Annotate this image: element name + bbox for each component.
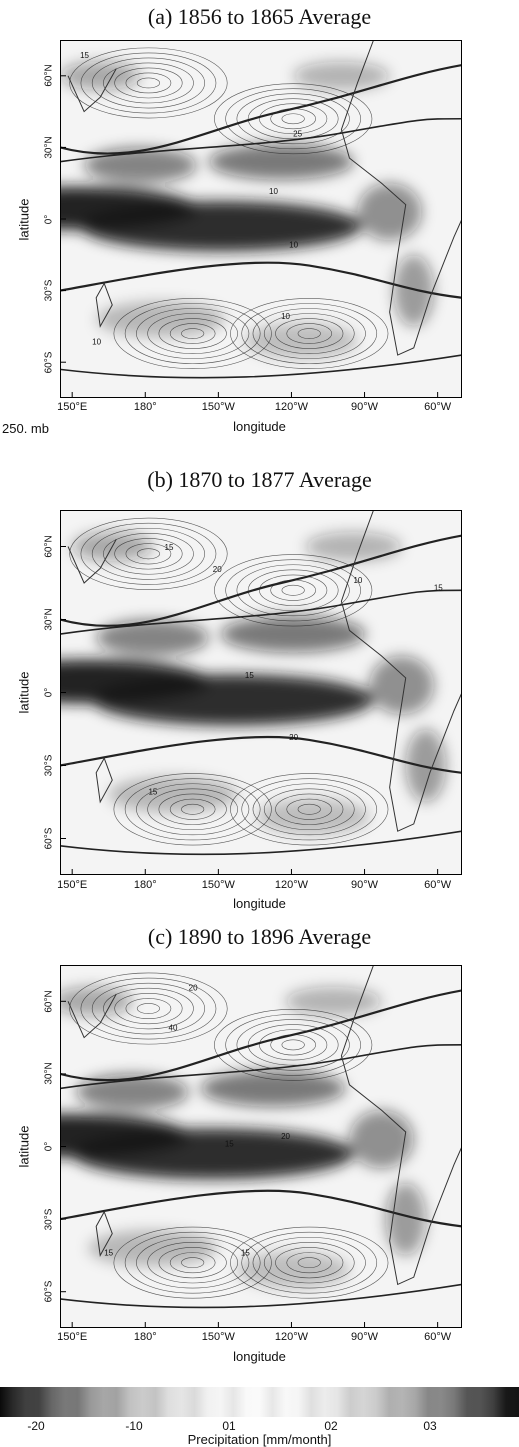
- x-tick-label: 180°: [133, 1331, 157, 1343]
- y-tick-label: 30°S: [43, 1208, 55, 1230]
- colorbar-tick-label: 02: [324, 1419, 338, 1433]
- panel-title: (b) 1870 to 1877 Average: [147, 467, 372, 492]
- contour-label: 20: [213, 565, 222, 574]
- y-tick-label: 0°: [43, 1141, 55, 1152]
- colorbar-tick-label: 03: [423, 1419, 437, 1433]
- y-tick-label: 0°: [43, 687, 55, 698]
- y-tick-label: 60°S: [43, 351, 55, 374]
- x-tick-label: 150°W: [201, 401, 235, 413]
- x-axis-label: longitude: [233, 419, 286, 434]
- contour-label: 15: [241, 1248, 250, 1257]
- y-tick-label: 60°N: [43, 64, 55, 87]
- coastlines: [67, 965, 462, 1286]
- contour-lines: [60, 47, 462, 379]
- contour-label: 15: [148, 788, 157, 797]
- contour-lines: [60, 517, 462, 856]
- contour-lines: [60, 972, 462, 1309]
- new-zealand-coastline: [95, 756, 113, 804]
- x-axis-label: longitude: [233, 896, 286, 911]
- asia-coastline: [67, 538, 117, 584]
- precipitation-map: 40 20 15 20 15 15: [60, 965, 462, 1328]
- contour-label: 15: [225, 1140, 234, 1149]
- x-tick-label: 150°W: [201, 879, 235, 891]
- coastlines: [67, 510, 462, 832]
- contour-label: 25: [293, 130, 302, 139]
- y-axis-label: latitude: [16, 1125, 32, 1168]
- x-tick-label: 150°E: [57, 401, 88, 413]
- y-tick-label: 60°S: [43, 1280, 55, 1303]
- contour-label: 10: [281, 312, 290, 321]
- contour-label: 10: [289, 241, 298, 250]
- coastlines: [67, 40, 462, 356]
- x-tick-label: 150°E: [57, 879, 88, 891]
- panel-title: (c) 1890 to 1896 Average: [147, 924, 372, 949]
- y-tick-label: 0°: [43, 214, 55, 224]
- y-tick-label: 60°N: [43, 535, 55, 558]
- new-zealand-coastline: [95, 282, 113, 328]
- x-axis-label: longitude: [233, 1349, 286, 1364]
- y-tick-label: 60°S: [43, 827, 55, 850]
- americas-coastline: [340, 510, 462, 832]
- americas-coastline: [340, 965, 462, 1286]
- asia-coastline: [67, 993, 117, 1039]
- x-tick-label: 60°W: [424, 879, 452, 891]
- x-tick-label: 90°W: [351, 401, 379, 413]
- x-tick-label: 150°W: [201, 1331, 235, 1343]
- contour-label: 10: [269, 187, 278, 196]
- x-tick-label: 180°: [133, 879, 157, 891]
- x-tick-label: 180°: [133, 401, 157, 413]
- contour-label: 15: [245, 671, 254, 680]
- precipitation-field: [60, 986, 426, 1289]
- contour-label: 20: [289, 733, 298, 742]
- y-tick-label: 30°S: [43, 754, 55, 777]
- contour-label: 20: [189, 983, 198, 992]
- contour-label: 15: [80, 51, 89, 60]
- y-axis-label: latitude: [16, 198, 32, 240]
- y-tick-label: 30°N: [43, 608, 55, 631]
- pressure-level-label: 250. mb: [2, 421, 49, 436]
- x-tick-label: 150°E: [57, 1331, 88, 1343]
- precipitation-map: 15 20 15 10 20 15 15: [60, 510, 462, 875]
- x-tick-label: 90°W: [351, 879, 379, 891]
- precipitation-map: 15 25 10 10 10 10: [60, 40, 462, 398]
- colorbar-gradient: [0, 1387, 519, 1417]
- y-axis-label: latitude: [16, 671, 32, 714]
- y-tick-label: 30°S: [43, 279, 55, 302]
- americas-coastline: [340, 40, 462, 356]
- colorbar-tick-label: -20: [27, 1419, 45, 1433]
- colorbar-tick-label: -10: [125, 1419, 143, 1433]
- contour-label: 15: [434, 583, 443, 592]
- x-tick-label: 120°W: [274, 401, 309, 413]
- new-zealand-coastline: [95, 1210, 113, 1257]
- x-tick-label: 90°W: [351, 1331, 379, 1343]
- precipitation-field: [60, 531, 446, 835]
- contour-label: 10: [92, 337, 101, 346]
- contour-label: 15: [104, 1248, 113, 1257]
- precipitation-field: [60, 61, 434, 359]
- colorbar-tick-label: 01: [222, 1419, 236, 1433]
- x-tick-label: 60°W: [424, 401, 452, 413]
- y-tick-label: 30°N: [43, 136, 55, 159]
- asia-coastline: [67, 68, 117, 113]
- contour-label: 15: [165, 543, 174, 552]
- y-tick-label: 60°N: [43, 990, 55, 1013]
- contour-label: 20: [281, 1132, 290, 1141]
- x-tick-label: 120°W: [274, 1331, 309, 1343]
- contour-label: 40: [169, 1023, 178, 1032]
- x-tick-label: 120°W: [274, 879, 309, 891]
- contour-label: 10: [353, 576, 362, 585]
- x-tick-label: 60°W: [424, 1331, 452, 1343]
- panel-title: (a) 1856 to 1865 Average: [147, 4, 372, 29]
- y-tick-label: 30°N: [43, 1062, 55, 1086]
- colorbar-label: Precipitation [mm/month]: [187, 1432, 332, 1447]
